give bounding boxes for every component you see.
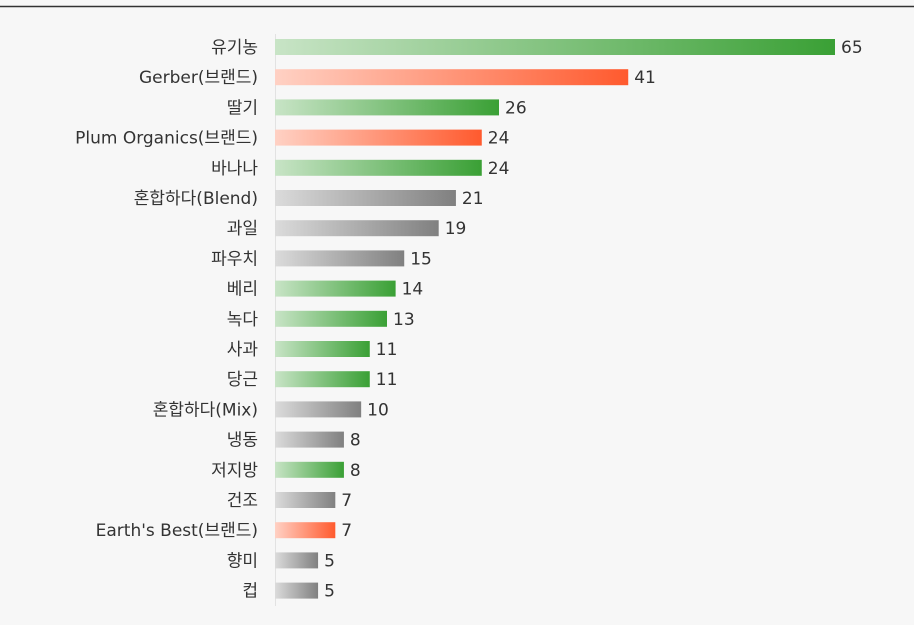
category-label: Earth's Best(브랜드): [96, 521, 258, 541]
value-label: 15: [410, 249, 432, 269]
category-label: Gerber(브랜드): [139, 68, 258, 88]
category-label: 딸기: [227, 98, 258, 118]
value-label: 19: [445, 219, 467, 239]
bar: [275, 310, 387, 327]
bar: [275, 159, 482, 176]
bar: [275, 69, 629, 86]
bar: [275, 552, 319, 569]
value-label: 5: [324, 551, 335, 571]
value-label: 24: [488, 129, 510, 149]
value-label: 65: [841, 38, 863, 58]
bar: [275, 371, 370, 388]
bar: [275, 492, 336, 508]
category-label: 당근: [227, 370, 258, 390]
category-label: 혼합하다(Blend): [134, 189, 258, 209]
value-label: 41: [634, 68, 656, 88]
value-label: 10: [367, 400, 389, 420]
value-label: 13: [393, 310, 415, 330]
bar: [275, 280, 396, 297]
category-label: 유기농: [211, 38, 258, 58]
category-label: 베리: [227, 280, 258, 300]
category-label: 향미: [227, 551, 258, 571]
bar: [275, 220, 439, 237]
bar: [275, 582, 319, 599]
bar: [275, 250, 405, 267]
bar: [275, 461, 344, 478]
value-label: 5: [324, 582, 335, 602]
value-label: 8: [350, 431, 361, 451]
category-label: 컵: [242, 582, 258, 602]
value-label: 26: [505, 98, 527, 118]
category-label: 건조: [227, 491, 258, 511]
bar: [275, 341, 370, 357]
category-label: 바나나: [211, 159, 258, 179]
value-label: 7: [341, 491, 352, 511]
category-label: 과일: [227, 219, 258, 239]
value-label: 14: [402, 280, 424, 300]
category-label: 냉동: [227, 431, 258, 451]
category-label: Plum Organics(브랜드): [75, 129, 258, 149]
bar: [275, 39, 835, 55]
value-label: 24: [488, 159, 510, 179]
bar: [275, 522, 336, 539]
bar: [275, 129, 482, 146]
value-label: 11: [376, 340, 398, 360]
value-label: 8: [350, 461, 361, 481]
value-label: 21: [462, 189, 484, 209]
bar: [275, 99, 499, 116]
value-label: 7: [341, 521, 352, 541]
category-label: 녹다: [227, 310, 259, 330]
bar: [275, 401, 362, 418]
category-label: 사과: [227, 340, 259, 360]
category-label: 저지방: [211, 461, 258, 481]
bar: [275, 431, 344, 448]
value-label: 11: [376, 370, 398, 390]
category-label: 파우치: [211, 249, 258, 269]
category-label: 혼합하다(Mix): [153, 400, 258, 420]
bar: [275, 190, 456, 206]
